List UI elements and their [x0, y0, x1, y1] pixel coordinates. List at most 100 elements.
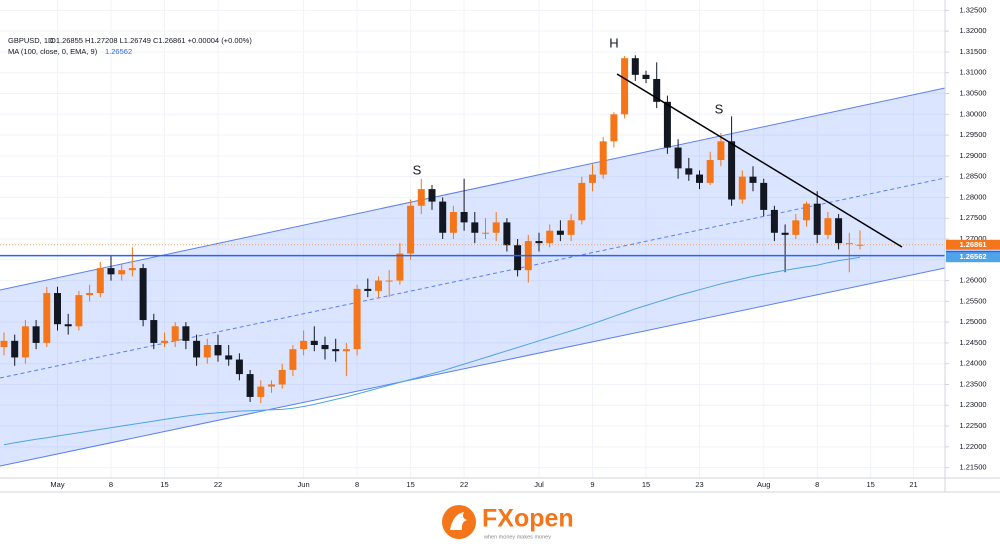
candle-body — [278, 369, 286, 385]
y-tick-label: 1.23000 — [959, 400, 986, 409]
candle-body — [332, 349, 340, 352]
y-tick-label: 1.27000 — [959, 234, 986, 243]
candle-body — [246, 374, 254, 397]
y-tick-label: 1.30000 — [959, 109, 986, 118]
candle-body — [514, 245, 522, 271]
candle-body — [235, 359, 243, 375]
trend-line — [616, 73, 903, 248]
x-tick-label: Aug — [757, 480, 770, 489]
candle-body — [770, 209, 778, 233]
candle-body — [428, 189, 436, 202]
candle-body — [417, 189, 425, 206]
ma-legend: MA (100, close, 0, EMA, 9) — [8, 47, 98, 56]
x-tick-label: May — [50, 480, 64, 489]
candle-body — [64, 324, 72, 327]
candle-body — [364, 288, 372, 291]
candle-body — [139, 268, 147, 321]
channel-lower — [0, 267, 945, 467]
x-tick-label: 15 — [406, 480, 414, 489]
candle-body — [171, 326, 179, 341]
candle-body — [556, 230, 564, 235]
candle-body — [96, 268, 104, 294]
candle-body — [781, 232, 789, 235]
candle-body — [439, 201, 447, 233]
candle-body — [300, 340, 308, 350]
candle-body — [150, 320, 158, 343]
candle-body — [599, 141, 607, 175]
candle-body — [161, 340, 168, 343]
y-tick-label: 1.32000 — [959, 26, 986, 35]
candle-body — [449, 211, 457, 233]
ma-price-label-box — [946, 252, 1000, 263]
x-tick-label: 21 — [909, 480, 917, 489]
candle-body — [803, 203, 810, 221]
candle-body — [225, 355, 233, 360]
y-tick-label: 1.30500 — [959, 89, 986, 98]
x-tick-label: 8 — [815, 480, 819, 489]
axes: 1.21500 1.22000 1.22500 1.23000 1.23500 1.240… — [50, 5, 1000, 489]
candle-body — [32, 326, 40, 343]
candle-body — [792, 220, 800, 235]
candle-body — [375, 280, 382, 291]
ma-price-label: 1.26562 — [959, 252, 986, 261]
plot — [0, 55, 945, 446]
x-tick-label: 8 — [109, 480, 113, 489]
candle-body — [54, 293, 61, 325]
candle-body — [674, 147, 682, 169]
grid — [0, 0, 945, 478]
candle-body — [128, 268, 136, 271]
candle-body — [717, 141, 725, 161]
candle-body — [653, 78, 661, 102]
candle-body — [492, 222, 500, 233]
last-price-label: 1.26861 — [959, 240, 986, 249]
y-tick-label: 1.31000 — [959, 68, 986, 77]
candle-body — [824, 218, 832, 235]
x-tick-label: Jun — [298, 480, 310, 489]
candle-body — [396, 253, 404, 281]
y-tick-label: 1.22000 — [959, 442, 986, 451]
candle-body — [107, 268, 115, 275]
ohlc-readout: O1.26855 H1.27208 L1.26749 C1.26861 +0.0… — [50, 36, 252, 45]
candle-body — [835, 218, 843, 244]
candle-body — [11, 340, 19, 358]
x-tick-label: 15 — [867, 480, 875, 489]
ma-line — [3, 256, 861, 446]
y-tick-label: 1.23500 — [959, 379, 986, 388]
candle-body — [460, 211, 468, 223]
y-tick-label: 1.29000 — [959, 151, 986, 160]
y-tick-label: 1.31500 — [959, 47, 986, 56]
candle-body — [43, 293, 51, 343]
y-tick-label: 1.28000 — [959, 192, 986, 201]
y-tick-label: 1.22500 — [959, 421, 986, 430]
candle-body — [321, 344, 329, 350]
candle-body — [203, 344, 211, 358]
y-tick-label: 1.21500 — [959, 463, 986, 472]
candle-body — [856, 244, 864, 246]
x-tick-label: 15 — [160, 480, 168, 489]
annotation: S — [715, 101, 724, 116]
candle-body — [738, 176, 746, 200]
candle-body — [696, 174, 703, 183]
candle-body — [342, 349, 350, 352]
candle-body — [75, 295, 83, 327]
candle-body — [610, 114, 618, 142]
candle-body — [353, 288, 361, 350]
candle-body — [749, 176, 757, 183]
y-tick-label: 1.32500 — [959, 5, 986, 14]
candle-body — [567, 220, 575, 235]
candle-body — [86, 293, 94, 296]
candle-body — [310, 340, 318, 345]
candle-body — [642, 74, 650, 79]
logo-tagline: when money makes money — [483, 534, 551, 540]
x-tick-label: Jul — [534, 480, 544, 489]
x-tick-label: 9 — [590, 480, 594, 489]
x-tick-label: 22 — [460, 480, 468, 489]
x-tick-label: 23 — [695, 480, 703, 489]
candle-body — [257, 386, 265, 397]
candle-body — [503, 222, 511, 246]
y-tick-label: 1.24500 — [959, 338, 986, 347]
candle-body — [589, 174, 596, 183]
candle-body — [289, 349, 297, 370]
